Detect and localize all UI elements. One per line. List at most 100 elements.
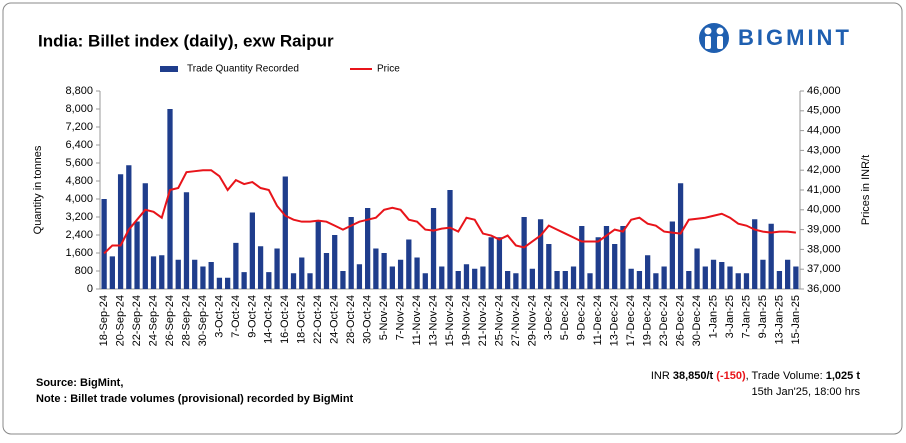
y2-tick-label: 38,000 [807, 243, 841, 255]
summary-change: (-150) [716, 370, 746, 382]
bar [348, 217, 354, 289]
summary-prefix: INR [651, 370, 670, 382]
bar [620, 226, 626, 289]
y-tick-label: 8,000 [65, 103, 93, 115]
bar [661, 266, 667, 289]
bar [225, 277, 231, 289]
bar [669, 221, 675, 289]
y2-tick-label: 39,000 [807, 224, 841, 236]
bar [101, 199, 107, 289]
bar [274, 248, 280, 289]
x-tick-label: 3-Dec-24 [543, 295, 555, 340]
y2-axis-label: Prices in INR/t [860, 155, 872, 225]
x-tick-label: 26-Dec-24 [674, 295, 686, 346]
x-tick-label: 9-Dec-24 [576, 295, 588, 340]
y2-tick-label: 41,000 [807, 184, 841, 196]
y2-tick-label: 44,000 [807, 125, 841, 137]
bar [233, 242, 239, 289]
bar [628, 268, 634, 289]
bar [686, 271, 692, 289]
note: Note : Billet trade volumes (provisional… [36, 393, 354, 405]
y2-tick-label: 42,000 [807, 164, 841, 176]
y-tick-label: 4,800 [65, 175, 93, 187]
source: Source: BigMint, [36, 377, 123, 389]
x-tick-label: 30-Sep-24 [197, 295, 209, 346]
bar [241, 272, 247, 289]
bar [126, 165, 132, 289]
y-axis-label: Quantity in tonnes [32, 145, 44, 234]
x-tick-label: 26-Sep-24 [164, 295, 176, 346]
logo-icon-part [717, 36, 723, 49]
bar [554, 271, 560, 289]
bar [200, 266, 206, 289]
y-tick-label: 800 [75, 265, 93, 277]
y-tick-label: 3,200 [65, 211, 93, 223]
bar [570, 266, 577, 289]
bar [356, 264, 363, 289]
bar [480, 266, 486, 289]
x-tick-label: 15-Jan-25 [790, 295, 802, 345]
bar [150, 256, 157, 289]
x-tick-label: 17-Dec-24 [625, 295, 637, 346]
x-tick-label: 9-Jan-25 [757, 295, 769, 338]
bar [406, 239, 412, 289]
logo-icon-part [704, 27, 712, 35]
bar [727, 266, 733, 289]
y-tick-label: 1,600 [65, 247, 93, 259]
bar [430, 208, 437, 289]
y2-tick-label: 36,000 [807, 283, 841, 295]
logo-icon-part [716, 27, 724, 35]
bar [595, 237, 601, 289]
x-tick-label: 11-Dec-24 [592, 295, 604, 346]
x-tick-label: 13-Dec-24 [609, 295, 621, 346]
y2-tick-label: 37,000 [807, 263, 841, 275]
bar [414, 257, 420, 289]
y2-tick-label: 46,000 [807, 85, 841, 97]
x-tick-label: 9-Oct-24 [246, 295, 258, 338]
bar [397, 259, 404, 289]
bar [257, 246, 264, 289]
bar [307, 273, 313, 289]
y-tick-label: 4,000 [65, 193, 93, 205]
bar [636, 271, 643, 289]
x-tick-label: 1-Jan-25 [707, 295, 719, 338]
bar [323, 253, 330, 289]
x-tick-label: 3-Oct-24 [213, 295, 225, 338]
bar [365, 208, 371, 289]
x-tick-label: 5-Nov-24 [378, 295, 390, 340]
bar [266, 272, 272, 289]
bar [505, 271, 511, 289]
x-tick-label: 25-Nov-24 [493, 295, 505, 346]
bar [768, 223, 774, 289]
x-tick-label: 13-Nov-24 [427, 295, 439, 346]
price-line [103, 169, 796, 255]
summary-price: 38,850/t [673, 370, 714, 382]
x-tick-label: 5-Dec-24 [559, 295, 571, 340]
bar [513, 273, 519, 289]
legend-label: Price [377, 64, 400, 75]
bar [340, 271, 346, 289]
x-tick-label: 24-Sep-24 [147, 295, 159, 346]
x-tick-label: 28-Oct-24 [345, 295, 357, 344]
x-tick-label: 28-Sep-24 [180, 295, 192, 346]
y2-tick-label: 43,000 [807, 144, 841, 156]
bar [142, 183, 148, 289]
bar [521, 217, 527, 289]
bar [117, 174, 124, 289]
summary: INR 38,850/t (-150), Trade Volume: 1,025… [651, 370, 860, 382]
x-tick-label: 22-Oct-24 [312, 295, 324, 344]
bar [389, 266, 395, 289]
bar [603, 226, 610, 289]
y-tick-label: 0 [87, 283, 93, 295]
bar [537, 219, 544, 289]
x-tick-label: 27-Nov-24 [510, 295, 522, 346]
bar [579, 226, 585, 289]
bar [612, 244, 618, 289]
bar [175, 259, 181, 289]
summary-volume-label: , Trade Volume: [746, 370, 823, 382]
x-tick-label: 30-Dec-24 [691, 295, 703, 346]
x-tick-label: 16-Oct-24 [279, 295, 291, 344]
logo-icon [699, 23, 729, 53]
bar [282, 176, 288, 289]
